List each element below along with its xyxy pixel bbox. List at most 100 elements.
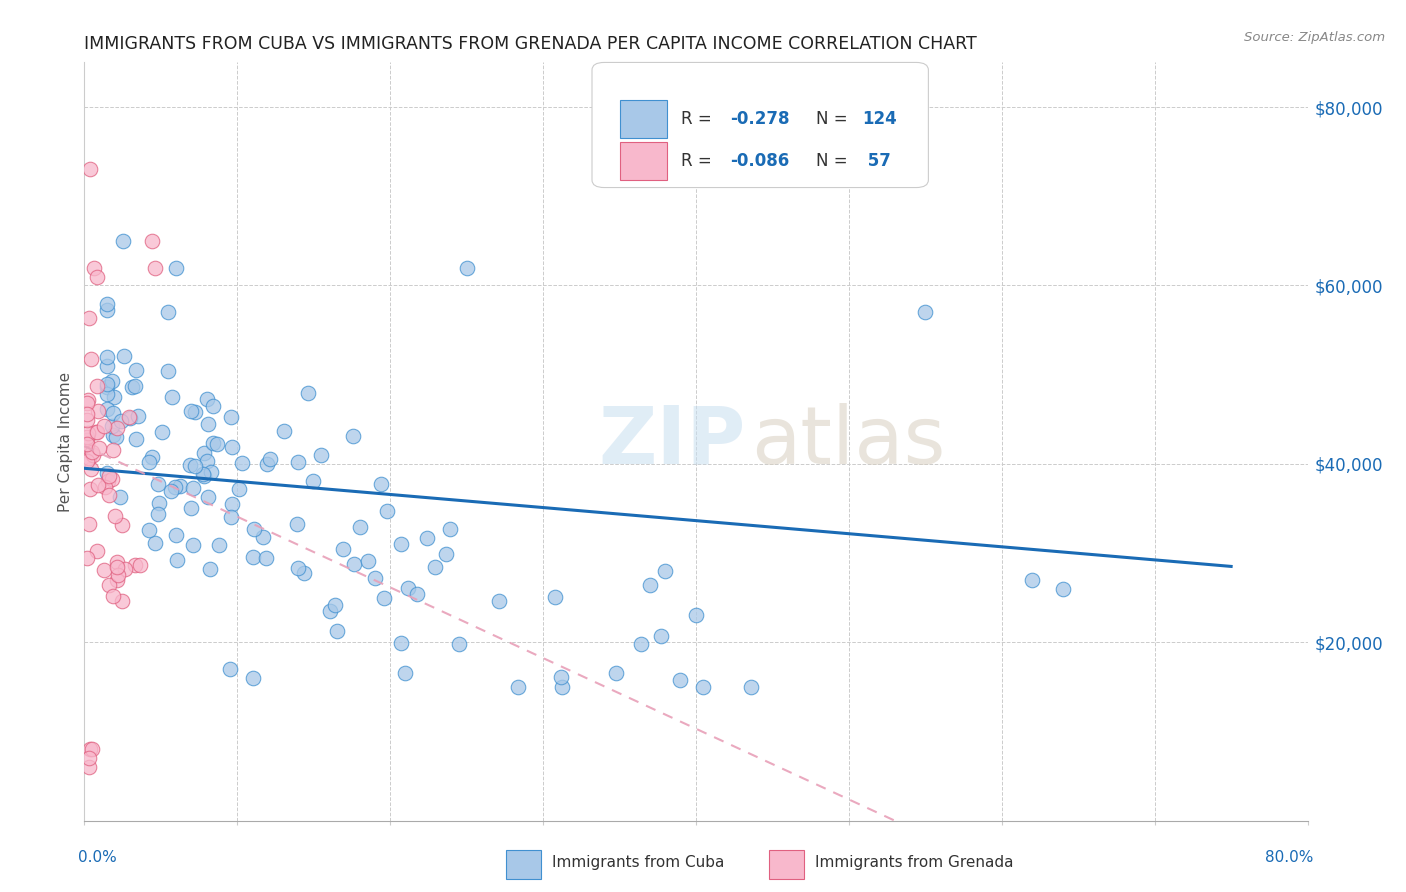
Point xyxy=(118,410,141,425)
Point xyxy=(80,352,103,367)
Point xyxy=(124,558,146,572)
Text: IMMIGRANTS FROM CUBA VS IMMIGRANTS FROM GRENADA PER CAPITA INCOME CORRELATION CH: IMMIGRANTS FROM CUBA VS IMMIGRANTS FROM … xyxy=(84,35,977,53)
Point xyxy=(200,465,222,479)
Point xyxy=(197,417,219,431)
Point xyxy=(76,551,98,566)
Point xyxy=(98,488,121,502)
Point xyxy=(325,598,347,612)
Point xyxy=(76,407,98,421)
Point xyxy=(326,624,349,639)
Point xyxy=(87,404,110,418)
Point xyxy=(221,440,243,454)
Point xyxy=(86,379,108,393)
Point xyxy=(197,490,219,504)
Text: -0.278: -0.278 xyxy=(730,111,790,128)
Point xyxy=(165,528,187,542)
FancyBboxPatch shape xyxy=(769,850,804,879)
Text: R =: R = xyxy=(682,152,717,170)
Point xyxy=(86,544,108,558)
Point xyxy=(103,390,125,404)
Point xyxy=(373,591,395,605)
FancyBboxPatch shape xyxy=(620,142,666,180)
Point xyxy=(193,469,215,483)
Point xyxy=(195,453,218,467)
Point xyxy=(1021,573,1043,587)
Point xyxy=(148,496,170,510)
Point xyxy=(456,260,478,275)
Point xyxy=(79,450,101,465)
Point xyxy=(96,359,118,373)
Point xyxy=(101,428,124,442)
Text: R =: R = xyxy=(682,111,717,128)
Point xyxy=(292,566,315,581)
Point xyxy=(83,260,105,275)
Point xyxy=(394,665,416,680)
FancyBboxPatch shape xyxy=(506,850,541,879)
Point xyxy=(94,481,117,495)
Point xyxy=(160,390,183,404)
Point xyxy=(342,557,364,571)
Text: Immigrants from Grenada: Immigrants from Grenada xyxy=(814,855,1014,870)
Point xyxy=(166,553,188,567)
Point xyxy=(80,461,103,475)
Point xyxy=(86,478,108,492)
Point xyxy=(201,399,224,413)
Point xyxy=(488,594,510,608)
Point xyxy=(110,491,132,505)
FancyBboxPatch shape xyxy=(592,62,928,187)
Point xyxy=(259,452,281,467)
Point xyxy=(242,671,264,685)
Point xyxy=(914,305,936,319)
Point xyxy=(297,386,319,401)
Point xyxy=(370,476,392,491)
Point xyxy=(287,561,309,575)
Point xyxy=(100,472,122,486)
Point xyxy=(252,530,274,544)
Point xyxy=(138,523,160,537)
Point xyxy=(157,364,180,378)
Point xyxy=(180,404,202,418)
Text: 57: 57 xyxy=(862,152,891,170)
Text: 0.0%: 0.0% xyxy=(79,850,117,865)
Point xyxy=(125,363,148,377)
Point xyxy=(97,474,120,488)
Point xyxy=(423,559,446,574)
Point xyxy=(389,636,412,650)
Point xyxy=(80,445,103,459)
Point xyxy=(301,475,323,489)
Point xyxy=(141,234,163,248)
Point xyxy=(342,429,364,443)
Point xyxy=(79,742,101,756)
Text: N =: N = xyxy=(815,111,852,128)
Point xyxy=(434,547,457,561)
Point xyxy=(96,387,118,401)
Point xyxy=(254,550,277,565)
Point xyxy=(605,666,627,681)
Point xyxy=(76,433,98,447)
Point xyxy=(96,376,118,391)
Point xyxy=(77,393,100,408)
Point xyxy=(638,577,661,591)
Point xyxy=(121,380,143,394)
Point xyxy=(118,410,141,425)
Point xyxy=(740,680,762,694)
Point xyxy=(96,303,118,318)
Point xyxy=(138,455,160,469)
Point xyxy=(242,550,264,565)
Point xyxy=(181,481,204,495)
Point xyxy=(87,441,110,455)
Point xyxy=(105,421,128,435)
Point xyxy=(377,504,399,518)
Point xyxy=(84,425,107,439)
Point xyxy=(184,458,207,473)
Point xyxy=(100,419,122,434)
Text: 80.0%: 80.0% xyxy=(1265,850,1313,865)
Point xyxy=(287,455,309,469)
Y-axis label: Per Capita Income: Per Capita Income xyxy=(58,371,73,512)
Point xyxy=(105,574,128,588)
Point xyxy=(650,629,672,643)
Point xyxy=(285,516,308,531)
Point xyxy=(221,498,243,512)
Point xyxy=(179,458,201,472)
Text: Source: ZipAtlas.com: Source: ZipAtlas.com xyxy=(1244,31,1385,45)
